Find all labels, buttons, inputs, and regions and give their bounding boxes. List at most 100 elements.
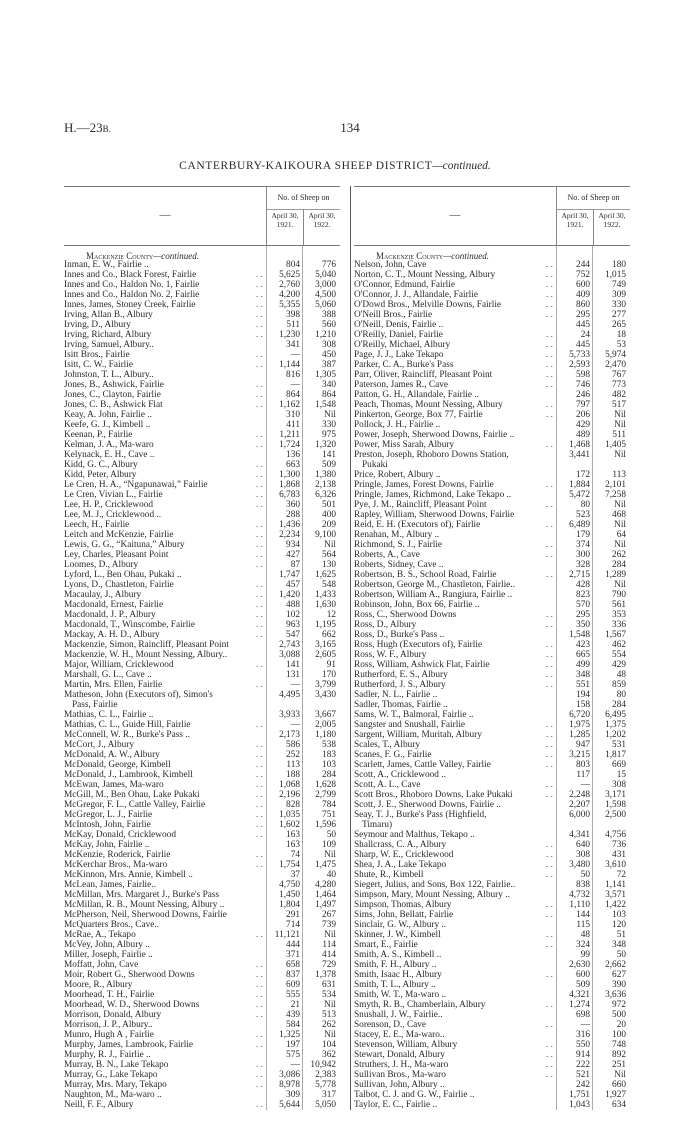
dot-leader: . . <box>546 570 553 580</box>
dot-leader: . . <box>256 1030 263 1040</box>
table-row: O'Neill, Denis, Fairlie .. 445 265 <box>354 320 630 330</box>
owner-name: Macdonald, T., Winscombe, Fairlie. . <box>64 620 263 630</box>
sheep-1922: 1,630 <box>315 600 336 610</box>
sheep-1922: 1,202 <box>605 730 626 740</box>
dot-leader: . . <box>546 270 553 280</box>
sheep-1922: Nil <box>324 1000 336 1010</box>
table-row: Sharp, W. E., Cricklewood. . 308 431 <box>354 850 630 860</box>
table-row: Sullivan, John, Albury .. 242 660 <box>354 1080 630 1090</box>
table-row: Peach, Thomas, Mount Nessing, Albury. . 7… <box>354 400 630 410</box>
owner-name: Le Cren, H. A., “Ngapunawai,” Fairlie. . <box>64 480 263 490</box>
table-row: Moorhead, W. D., Sherwood Downs. . 21 Nil <box>64 1000 340 1010</box>
sheep-1921: 2,630 <box>569 960 590 970</box>
sheep-1922: 141 <box>322 450 336 460</box>
table-row: McVey, John, Albury .. 444 114 <box>64 940 340 950</box>
table-row: Renahan, M., Albury .. 179 64 <box>354 530 630 540</box>
owner-name: O'Dowd Bros., Melville Downs, Fairlie. . <box>354 300 553 310</box>
table-row: Stevenson, William, Albury. . 550 748 <box>354 1040 630 1050</box>
owner-name: Snushall, J. W., Fairlie.. <box>354 1010 443 1020</box>
table-row: Lyford, L., Ben Ohau, Pukaki .. 1,747 1,62… <box>64 570 340 580</box>
sheep-1922: Nil <box>614 420 626 430</box>
sheep-1922: Nil <box>614 520 626 530</box>
sheep-1921: 2,248 <box>569 790 590 800</box>
sheep-1922: 564 <box>322 550 336 560</box>
sheep-1921: 3,088 <box>279 650 300 660</box>
dot-leader: . . <box>256 390 263 400</box>
owner-name: O'Connor, Edmund, Fairlie. . <box>354 280 553 290</box>
dot-leader: . . <box>546 730 553 740</box>
sheep-1922: 100 <box>612 1030 626 1040</box>
empty-cell <box>266 700 302 710</box>
dot-leader: . . <box>256 1060 263 1070</box>
sheep-1921: 87 <box>290 560 300 570</box>
table-row: O'Reilly, Daniel, Fairlie. . 24 18 <box>354 330 630 340</box>
table-row: Sams, W. T., Balmoral, Fairlie .. 6,720 6,… <box>354 710 630 720</box>
owner-name: Major, William, Cricklewood. . <box>64 660 263 670</box>
table-row: Macdonald, J. P., Albury. . 102 12 <box>64 610 340 620</box>
table-row: Sinclair, G. W., Albury .. 115 120 <box>354 920 630 930</box>
owner-name: Sullivan, John, Albury .. <box>354 1080 445 1090</box>
sheep-1922: 500 <box>612 1010 626 1020</box>
sheep-1922: 450 <box>322 350 336 360</box>
sheep-1921: 4,200 <box>279 290 300 300</box>
column-1921-header: April 30, 1921. <box>561 211 589 229</box>
column-1922-header: April 30, 1922. <box>593 209 630 245</box>
owner-name: Macdonald, J. P., Albury. . <box>64 610 263 620</box>
table-row: Price, Robert, Albury .. 172 113 <box>354 470 630 480</box>
owner-name: O'Connor, J. J., Allandale, Fairlie. . <box>354 290 553 300</box>
sheep-1921: 2,173 <box>279 730 300 740</box>
table-row: McKenzie, Roderick, Fairlie. . 74 Nil <box>64 850 340 860</box>
table-row: Le Cren, H. A., “Ngapunawai,” Fairlie. .… <box>64 480 340 490</box>
sheep-1921: 1,602 <box>279 820 300 830</box>
dot-leader: . . <box>546 910 553 920</box>
dot-leader: . . <box>256 480 263 490</box>
table-row: McMillan, R. B., Mount Nessing, Albury .… <box>64 900 340 910</box>
table-body: Mackenzie County—continued. Inman, E. W.… <box>64 246 340 1110</box>
sheep-1922: 660 <box>612 1080 626 1090</box>
sheep-1922: 2,799 <box>315 790 336 800</box>
sheep-1921: 131 <box>286 670 300 680</box>
sheep-1922: 1,433 <box>315 590 336 600</box>
dot-leader: . . <box>546 330 553 340</box>
table-row: Seay, T. J., Burke's Pass (Highfield, 6,0… <box>354 810 630 820</box>
owner-name: Sangster and Snushall, Fairlie. . <box>354 720 553 730</box>
owner-name: Macdonald, Ernest, Fairlie. . <box>64 600 263 610</box>
sheep-1921: 172 <box>576 470 590 480</box>
sheep-1922: Nil <box>324 930 336 940</box>
table-row: Norton, C. T., Mount Nessing, Albury. . 7… <box>354 270 630 280</box>
sheep-1922: 2,500 <box>605 810 626 820</box>
table-row: Leitch and McKenzie, Fairlie. . 2,234 9,10… <box>64 530 340 540</box>
sheep-1922: Nil <box>324 1030 336 1040</box>
dot-leader: . . <box>256 550 263 560</box>
sheep-1921: 523 <box>576 510 590 520</box>
sheep-1921: 244 <box>576 260 590 270</box>
owner-name: Munro, Hugh A , Fairlie. . <box>64 1030 263 1040</box>
table-row: Irving, Samuel, Albury.. 341 308 <box>64 340 340 350</box>
sheep-1921: 752 <box>576 270 590 280</box>
sheep-1921: 698 <box>576 1010 590 1020</box>
owner-name: Moorhead, W. D., Sherwood Downs. . <box>64 1000 263 1010</box>
sheep-1922: 336 <box>612 620 626 630</box>
sheep-1921: 246 <box>576 390 590 400</box>
dot-leader: . . <box>256 610 263 620</box>
sheep-1922: 627 <box>612 970 626 980</box>
sheep-1922: 3,636 <box>605 990 626 1000</box>
sheep-1922: 15 <box>616 770 626 780</box>
dot-leader: . . <box>256 540 263 550</box>
sheep-1922: 340 <box>322 380 336 390</box>
sheep-1921: 439 <box>286 1010 300 1020</box>
table-row: O'Reilly, Michael, Albury. . 445 53 <box>354 340 630 350</box>
sheep-1921: — <box>290 680 300 690</box>
owner-name: Mathias, C. L., Fairlie .. <box>64 710 154 720</box>
sheep-1921: 1,043 <box>569 1100 590 1110</box>
owner-name: Stevenson, William, Albury. . <box>354 1040 553 1050</box>
table-row: Kelynack, E. H., Cave .. 136 141 <box>64 450 340 460</box>
sheep-1921: 117 <box>576 770 590 780</box>
sheep-1922: 736 <box>612 840 626 850</box>
table-row: Ross, Hugh (Executors of), Fairlie. . 423… <box>354 640 630 650</box>
table-row: Leech, H., Fairlie. . 1,436 209 <box>64 520 340 530</box>
owner-name: Lyford, L., Ben Ohau, Pukaki .. <box>64 570 182 580</box>
owner-name: Rutherford, J. S., Albury. . <box>354 680 553 690</box>
sheep-1922: Nil <box>324 540 336 550</box>
table-row: Jones, C. B., Ashwick Flat. . 1,162 1,548 <box>64 400 340 410</box>
